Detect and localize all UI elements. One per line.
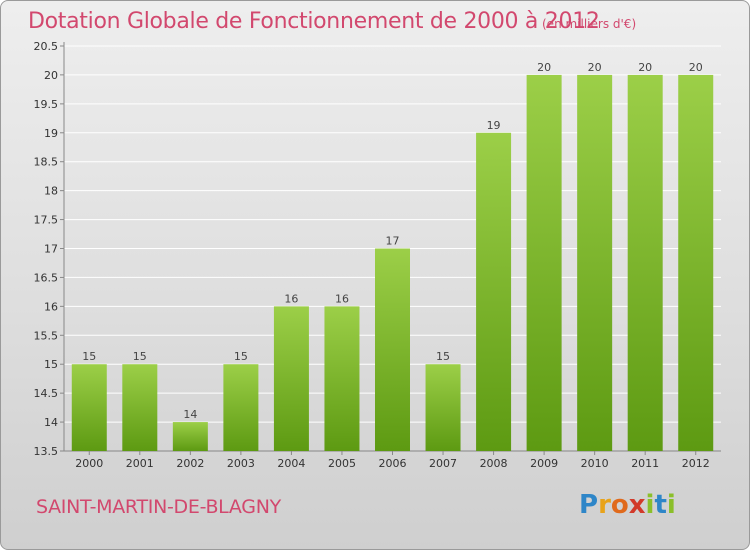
y-tick-label: 17 xyxy=(44,243,58,256)
y-tick-label: 18 xyxy=(44,185,58,198)
logo-letter: i xyxy=(666,490,676,520)
bar xyxy=(425,364,461,451)
x-tick-label: 2012 xyxy=(682,457,710,470)
logo-letter: i xyxy=(645,490,655,520)
bars xyxy=(71,74,714,452)
x-tick-label: 2004 xyxy=(277,457,305,470)
data-label: 20 xyxy=(638,61,652,74)
logo-letter: o xyxy=(610,490,629,520)
y-tick-label: 15 xyxy=(44,358,58,371)
x-tick-label: 2008 xyxy=(480,457,508,470)
bar xyxy=(273,306,309,451)
x-tick-label: 2007 xyxy=(429,457,457,470)
bar xyxy=(627,74,663,451)
y-tick-label: 19 xyxy=(44,127,58,140)
x-tick-label: 2009 xyxy=(530,457,558,470)
proxiti-logo: Proxiti xyxy=(579,490,676,520)
bar xyxy=(223,364,259,451)
y-tick-label: 20 xyxy=(44,69,58,82)
bar xyxy=(172,422,208,451)
bar xyxy=(324,306,360,451)
data-label: 16 xyxy=(284,292,298,305)
logo-letter: x xyxy=(628,490,646,520)
x-tick-label: 2011 xyxy=(631,457,659,470)
y-tick-label: 14 xyxy=(44,416,58,429)
chart-subtitle: (en milliers d'€) xyxy=(542,17,637,31)
x-tick-label: 2002 xyxy=(176,457,204,470)
data-label: 20 xyxy=(689,61,703,74)
bar xyxy=(122,364,158,451)
data-label: 15 xyxy=(82,350,96,363)
labels: 13.5 14 14.5 15 15.5 16 16.5 17 17.5 18 18.5 19 19.5… xyxy=(34,40,710,470)
bar xyxy=(577,74,613,451)
data-label: 19 xyxy=(487,119,501,132)
data-label: 20 xyxy=(537,61,551,74)
x-tick-label: 2005 xyxy=(328,457,356,470)
x-tick-label: 2001 xyxy=(126,457,154,470)
logo-letter: P xyxy=(579,490,599,520)
x-tick-label: 2003 xyxy=(227,457,255,470)
data-label: 20 xyxy=(588,61,602,74)
y-tick-label: 20.5 xyxy=(34,40,59,53)
bar xyxy=(526,74,562,451)
y-tick-label: 16.5 xyxy=(34,271,59,284)
y-tick-label: 14.5 xyxy=(34,387,59,400)
y-tick-label: 16 xyxy=(44,300,58,313)
commune-name: SAINT-MARTIN-DE-BLAGNY xyxy=(36,496,281,518)
data-label: 17 xyxy=(386,235,400,248)
x-tick-label: 2000 xyxy=(75,457,103,470)
logo-letter: t xyxy=(654,490,667,520)
bar xyxy=(476,132,512,452)
y-tick-label: 17.5 xyxy=(34,214,59,227)
y-tick-label: 19.5 xyxy=(34,98,59,111)
x-tick-label: 2006 xyxy=(379,457,407,470)
bar xyxy=(678,74,714,451)
data-label: 15 xyxy=(436,350,450,363)
data-label: 16 xyxy=(335,292,349,305)
y-tick-label: 13.5 xyxy=(34,445,59,458)
x-tick-label: 2010 xyxy=(581,457,609,470)
bar xyxy=(375,248,410,451)
logo-letter: r xyxy=(598,490,611,520)
bar xyxy=(71,364,107,451)
data-label: 14 xyxy=(183,408,197,421)
y-tick-label: 15.5 xyxy=(34,329,59,342)
data-label: 15 xyxy=(234,350,248,363)
data-label: 15 xyxy=(133,350,147,363)
chart-title: Dotation Globale de Fonctionnement de 20… xyxy=(28,9,600,34)
y-tick-label: 18.5 xyxy=(34,156,59,169)
